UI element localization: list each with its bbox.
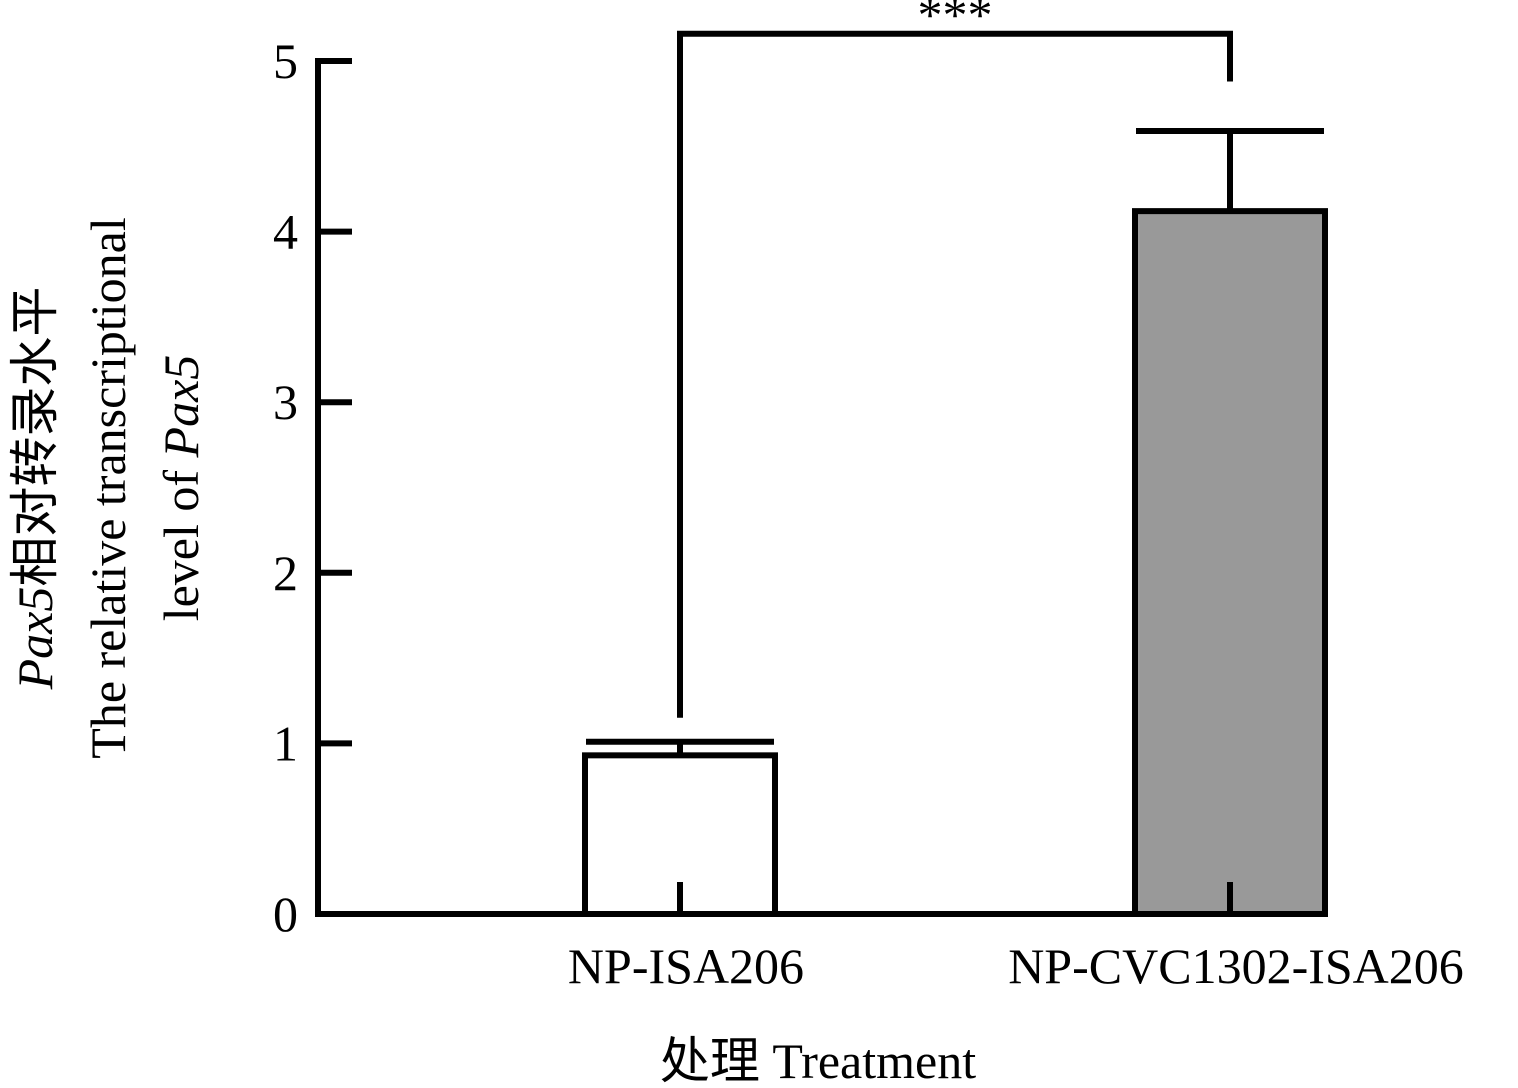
y-axis-title-line-3: level of Pax5 [153, 355, 209, 622]
x-axis-title: 处理 Treatment [660, 1033, 976, 1088]
category-labels-layer: NP-ISA206 NP-CVC1302-ISA206 [568, 938, 1464, 994]
x-category-label: NP-ISA206 [568, 938, 804, 994]
error-bars-layer [586, 127, 1324, 756]
bar [1132, 208, 1328, 918]
y-tick-label: 3 [273, 374, 298, 430]
y-tick-label: 1 [273, 715, 298, 771]
bars-layer [582, 208, 1328, 918]
x-category-label: NP-CVC1302-ISA206 [1008, 938, 1464, 994]
y-tick-label: 2 [273, 545, 298, 601]
significance-label: *** [918, 0, 993, 43]
y-axis-title-gene: Pax5 [7, 587, 63, 691]
axes-layer [315, 58, 1328, 917]
significance-layer: *** [677, 0, 1233, 718]
y-axis-title-prefix: level of [153, 457, 209, 621]
y-ticks-layer: 0 1 2 3 4 5 [273, 33, 352, 942]
y-axis-title-chinese: 相对转录水平 [7, 287, 63, 587]
significance-bracket [677, 30, 1233, 718]
y-tick-label: 0 [273, 886, 298, 942]
y-tick-label: 5 [273, 33, 298, 89]
y-axis-title-line-2: The relative transcriptional [80, 217, 136, 758]
y-axis-title: Pax5相对转录水平 The relative transcriptional … [7, 217, 209, 758]
y-tick-label: 4 [273, 204, 298, 260]
y-axis-title-gene-2: Pax5 [153, 355, 209, 459]
y-axis-title-line-1: Pax5相对转录水平 [7, 287, 63, 691]
